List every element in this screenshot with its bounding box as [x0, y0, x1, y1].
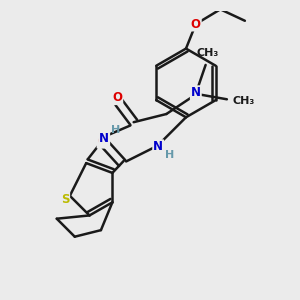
Text: CH₃: CH₃: [196, 48, 218, 59]
Text: O: O: [191, 17, 201, 31]
Text: H: H: [111, 125, 120, 135]
Text: O: O: [112, 91, 122, 104]
Text: N: N: [153, 140, 163, 153]
Text: N: N: [191, 86, 201, 99]
Text: N: N: [99, 132, 109, 145]
Text: O: O: [98, 135, 108, 148]
Text: H: H: [165, 150, 174, 160]
Text: S: S: [61, 193, 69, 206]
Text: CH₃: CH₃: [233, 96, 255, 106]
